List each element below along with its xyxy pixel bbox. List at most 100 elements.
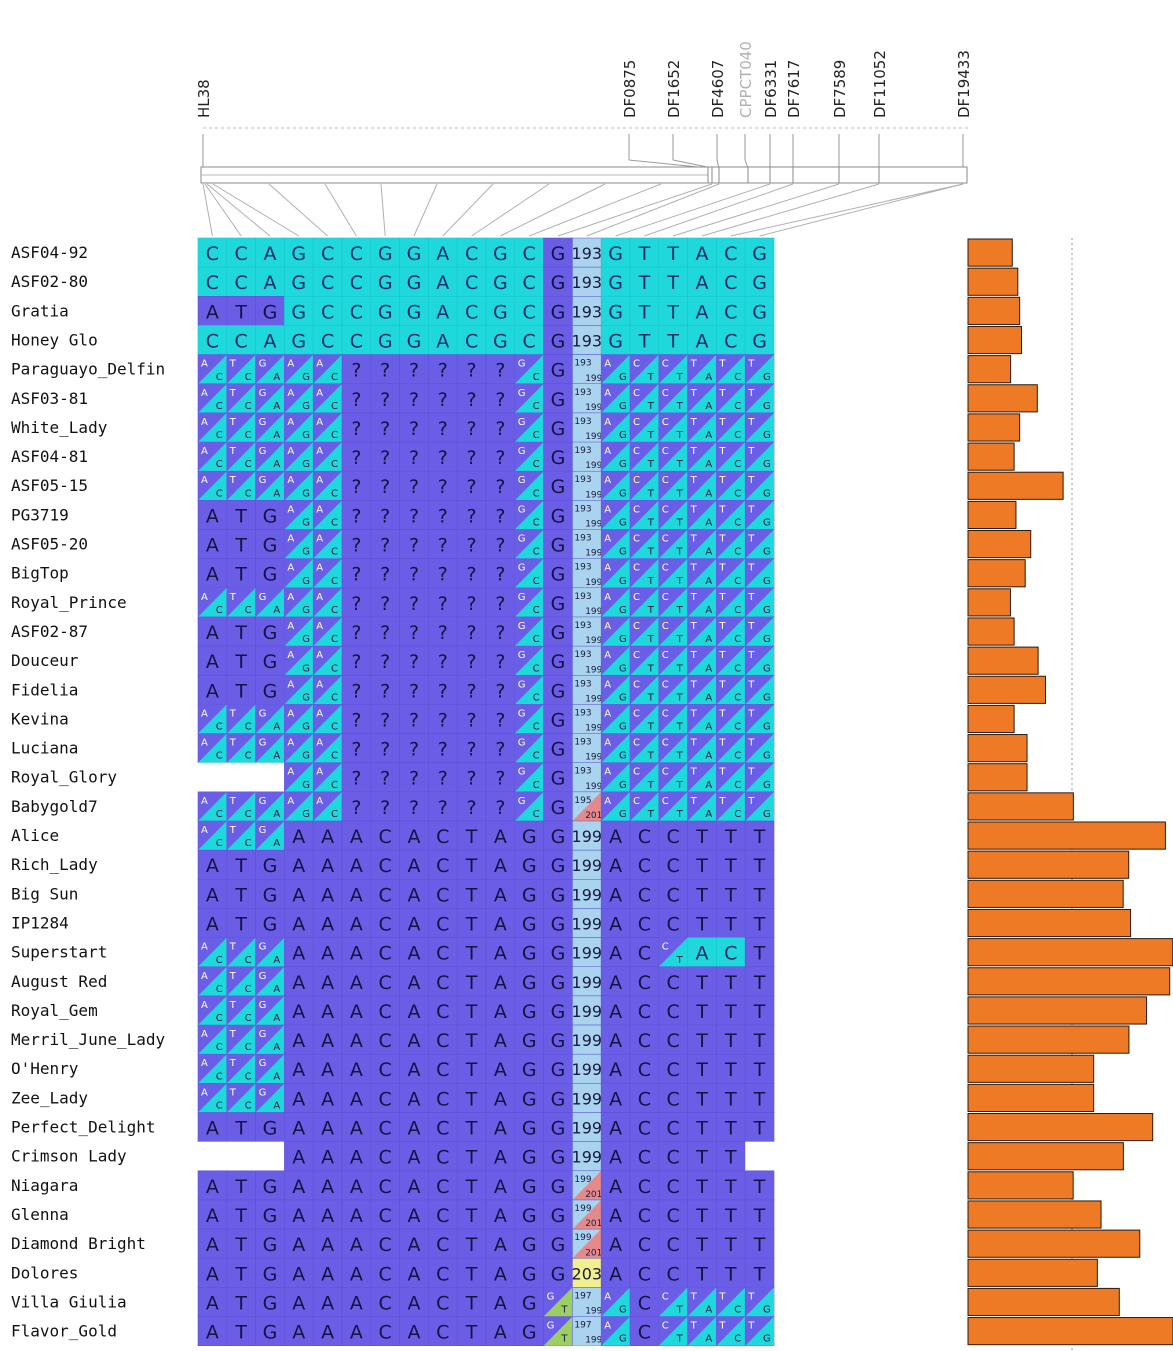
svg-text:A: A: [321, 972, 334, 994]
svg-text:?: ?: [467, 680, 477, 702]
svg-text:?: ?: [351, 389, 361, 411]
genotype-cell: GC: [514, 616, 544, 647]
svg-text:A: A: [609, 1001, 622, 1023]
genotype-cell: AG: [600, 704, 631, 734]
genotype-cell: T: [716, 1170, 746, 1201]
svg-text:G: G: [619, 634, 627, 645]
genotype-cell: AG: [600, 645, 631, 676]
genotype-cell: A: [312, 908, 343, 938]
svg-text:G: G: [522, 1205, 537, 1227]
svg-text:?: ?: [380, 680, 390, 702]
genotype-cell: G: [255, 849, 285, 880]
genotype-cell: T: [226, 1112, 256, 1142]
genotype-cell: T: [716, 1199, 746, 1230]
svg-text:C: C: [465, 301, 478, 323]
genotype-cell: AC: [312, 704, 343, 734]
svg-text:A: A: [705, 372, 712, 383]
genotype-cell: C: [658, 1228, 688, 1259]
svg-text:A: A: [206, 1234, 219, 1256]
svg-text:G: G: [763, 692, 771, 703]
column-connector: [759, 183, 964, 237]
genotype-cell: CT: [629, 500, 660, 530]
svg-text:C: C: [734, 430, 741, 441]
svg-text:A: A: [201, 1000, 208, 1011]
genotype-cell: A: [197, 878, 228, 909]
genotype-cell: G: [744, 237, 775, 268]
genotype-cell: G: [255, 645, 285, 676]
svg-text:A: A: [292, 1001, 305, 1023]
svg-text:A: A: [316, 446, 323, 457]
svg-text:T: T: [695, 1030, 708, 1052]
genotype-cell: T: [687, 849, 717, 880]
svg-text:T: T: [465, 826, 478, 848]
genotype-cell: ?: [370, 762, 400, 793]
svg-text:A: A: [609, 913, 622, 935]
svg-text:C: C: [724, 330, 737, 352]
svg-text:G: G: [547, 1291, 555, 1302]
genotype-cell: ?: [341, 470, 372, 501]
genotype-cell: ?: [370, 587, 400, 618]
svg-text:T: T: [695, 884, 708, 906]
genotype-cell: A: [197, 500, 228, 530]
genotype-cell: GA: [255, 470, 285, 501]
accession-name: BigTop: [11, 564, 69, 583]
marker-label: DF11052: [871, 50, 889, 118]
svg-text:G: G: [551, 535, 566, 557]
svg-text:C: C: [235, 243, 248, 265]
frequency-bar: [967, 1287, 1120, 1317]
svg-text:A: A: [350, 855, 363, 877]
svg-text:A: A: [273, 751, 280, 762]
svg-text:G: G: [619, 401, 627, 412]
genotype-cell: 199: [572, 908, 602, 938]
genotype-cell: G: [543, 616, 573, 647]
genotype-cell: AG: [284, 674, 314, 705]
genotype-cell: G: [255, 1316, 285, 1347]
svg-text:?: ?: [380, 564, 390, 586]
genotype-cell: C: [716, 937, 746, 968]
genotype-cell: A: [399, 1053, 429, 1084]
svg-text:A: A: [292, 1176, 305, 1198]
svg-text:A: A: [408, 1263, 421, 1285]
genotype-cell: A: [255, 325, 285, 355]
genotype-cell: ?: [399, 704, 429, 734]
genotype-cell: A: [485, 1287, 516, 1317]
genotype-cell: A: [600, 849, 631, 880]
genotype-cell: ?: [370, 704, 400, 734]
svg-text:A: A: [350, 913, 363, 935]
svg-text:G: G: [518, 679, 526, 690]
genotype-cell: A: [255, 266, 285, 297]
svg-text:C: C: [662, 650, 669, 661]
genotype-cell: A: [485, 908, 516, 938]
svg-text:T: T: [647, 692, 655, 703]
frequency-bar: [967, 1113, 1154, 1142]
genotype-cell: GC: [514, 645, 544, 676]
genotype-cell: 199: [572, 995, 602, 1026]
genotype-cell: TC: [226, 966, 256, 997]
svg-text:A: A: [604, 417, 611, 428]
genotype-cell: A: [312, 966, 343, 997]
genotype-cell: TC: [716, 529, 746, 559]
svg-text:T: T: [724, 1088, 737, 1110]
genotype-cell: CT: [629, 558, 660, 589]
svg-text:G: G: [302, 576, 310, 587]
svg-text:?: ?: [409, 564, 419, 586]
svg-text:G: G: [407, 301, 422, 323]
svg-text:?: ?: [467, 476, 477, 498]
genotype-cell: GA: [255, 704, 285, 734]
svg-text:G: G: [619, 372, 627, 383]
svg-text:C: C: [667, 972, 680, 994]
svg-text:G: G: [763, 372, 771, 383]
svg-text:G: G: [493, 330, 508, 352]
svg-text:A: A: [287, 563, 294, 574]
svg-text:T: T: [690, 446, 698, 457]
svg-text:T: T: [747, 359, 755, 370]
svg-text:A: A: [316, 534, 323, 545]
svg-text:T: T: [690, 679, 698, 690]
svg-text:?: ?: [438, 389, 448, 411]
svg-text:193: 193: [574, 534, 591, 544]
genotype-cell: ?: [485, 500, 516, 530]
